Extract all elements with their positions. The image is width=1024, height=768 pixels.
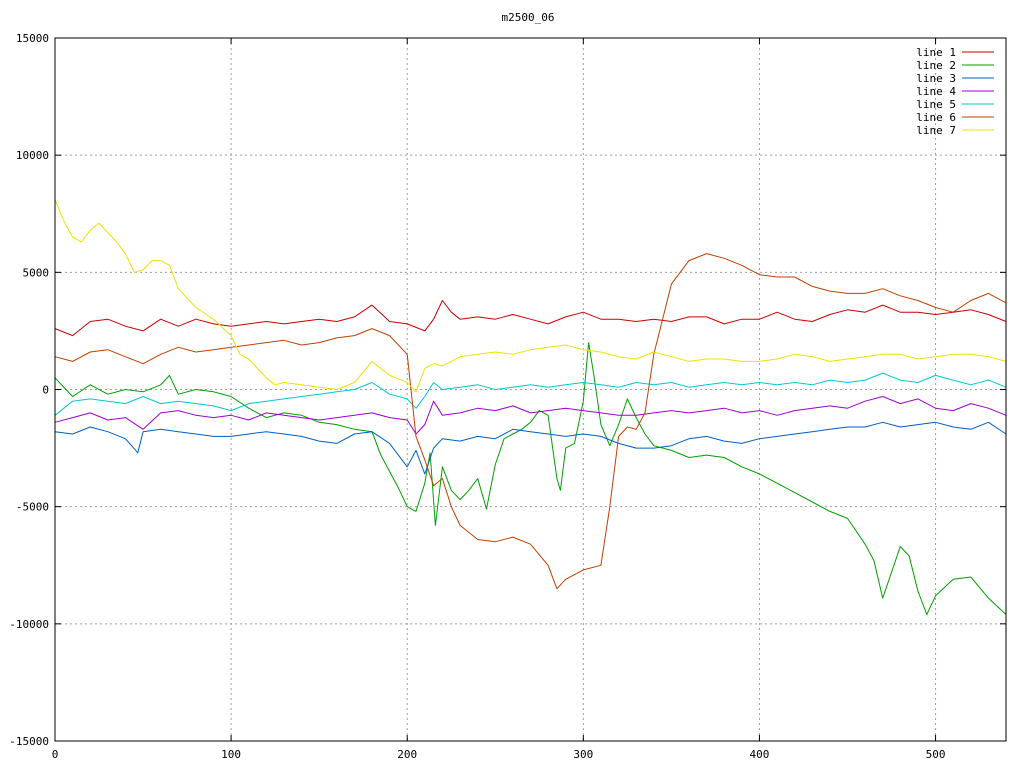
series-layer <box>54 199 1007 615</box>
x-tick-label: 300 <box>573 748 593 761</box>
x-tick-label: 500 <box>926 748 946 761</box>
legend-label-7: line 7 <box>916 124 956 137</box>
legend-label-1: line 1 <box>916 46 956 59</box>
y-tick-label: 5000 <box>23 266 50 279</box>
y-tick-label: 0 <box>42 384 49 397</box>
series-line-3 <box>54 421 1007 475</box>
x-tick-label: 100 <box>221 748 241 761</box>
axis-ticks: 0 100 200 300 400 500 -15000 -10000 -5000 0 5000 10… <box>9 32 1006 761</box>
legend-label-4: line 4 <box>916 85 956 98</box>
chart-title: m2500_06 <box>502 11 555 24</box>
legend-label-2: line 2 <box>916 59 956 72</box>
series-line-6 <box>54 253 1007 590</box>
legend-label-3: line 3 <box>916 72 956 85</box>
y-tick-label: -10000 <box>9 618 49 631</box>
series-line-2 <box>54 342 1007 615</box>
x-tick-label: 400 <box>750 748 770 761</box>
y-tick-label: 15000 <box>16 32 49 45</box>
y-tick-label: 10000 <box>16 149 49 162</box>
series-line-4 <box>54 396 1007 435</box>
series-line-7 <box>54 199 1007 393</box>
x-tick-label: 200 <box>397 748 417 761</box>
y-tick-label: -5000 <box>16 501 49 514</box>
legend-label-6: line 6 <box>916 111 956 124</box>
y-tick-label: -15000 <box>9 735 49 748</box>
grid-lines <box>55 38 1006 741</box>
x-tick-label: 0 <box>52 748 59 761</box>
series-line-5 <box>54 372 1007 416</box>
legend-label-5: line 5 <box>916 98 956 111</box>
